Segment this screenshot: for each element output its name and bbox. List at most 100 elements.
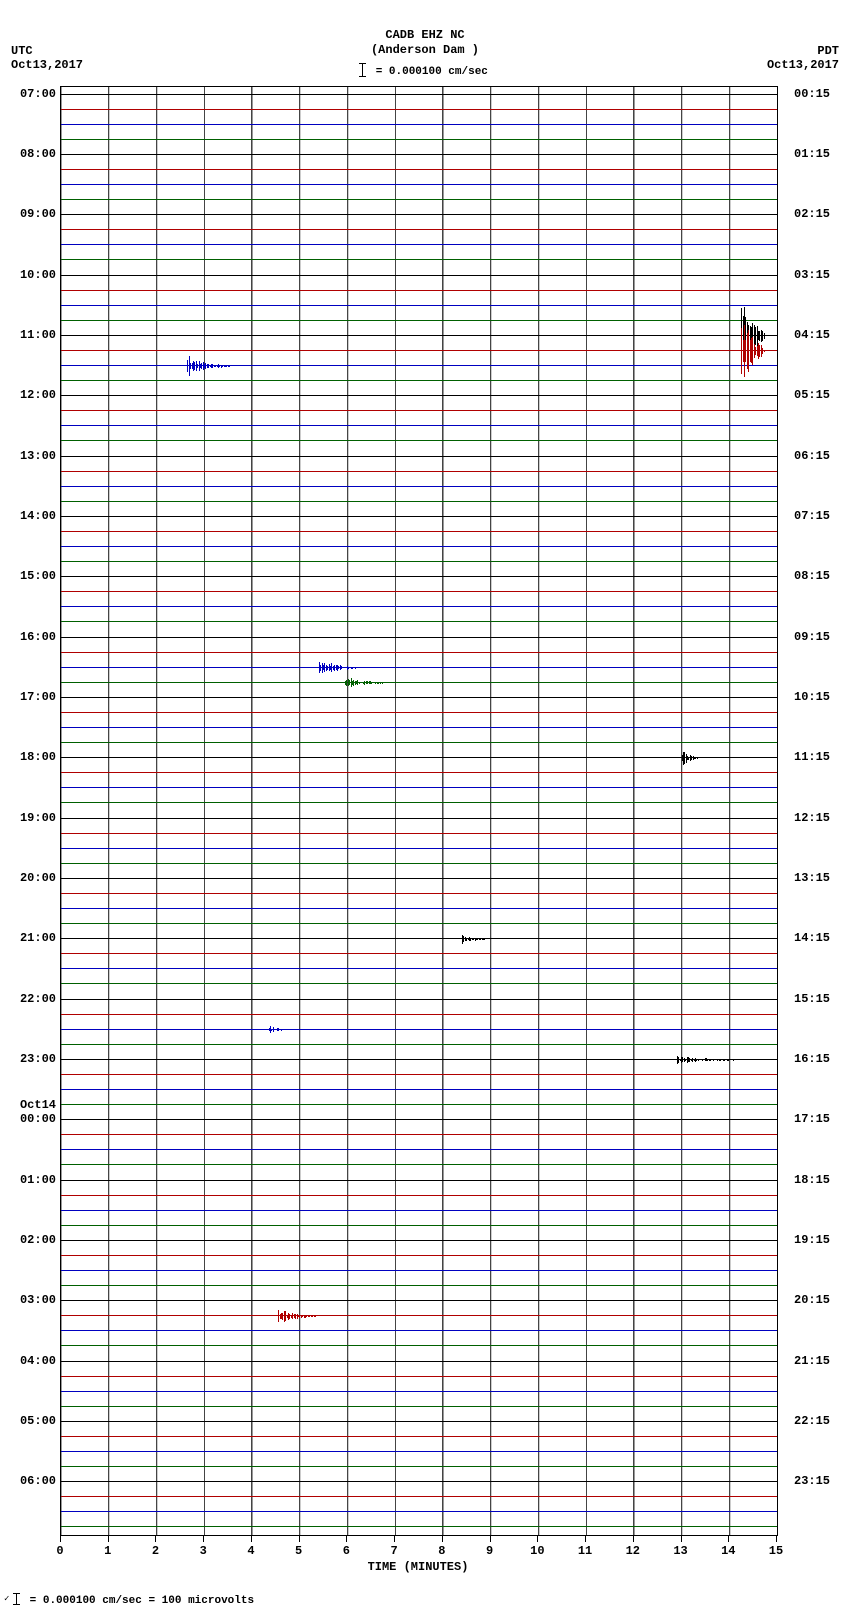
- utc-hour-label: 12:00: [0, 388, 56, 402]
- station-code: CADB EHZ NC: [0, 28, 850, 43]
- seismic-trace: [60, 863, 778, 866]
- footer-scale: ✓ = 0.000100 cm/sec = 100 microvolts: [4, 1594, 254, 1607]
- x-tick: [394, 1536, 395, 1542]
- pdt-hour-label: 00:15: [794, 87, 850, 101]
- utc-hour-label: 15:00: [0, 569, 56, 583]
- seismic-trace: [60, 1089, 778, 1092]
- seismic-trace: [60, 1044, 778, 1047]
- pdt-hour-label: 06:15: [794, 449, 850, 463]
- x-tick: [681, 1536, 682, 1542]
- seismic-trace: [60, 923, 778, 926]
- seismic-trace: [60, 531, 778, 534]
- tz-left: UTC Oct13,2017: [11, 44, 83, 72]
- scale-bar-icon: [362, 63, 363, 77]
- seismic-trace: [60, 1014, 778, 1017]
- pdt-hour-label: 11:15: [794, 750, 850, 764]
- x-tick-label: 14: [721, 1544, 735, 1558]
- utc-hour-label: 07:00: [0, 87, 56, 101]
- seismic-trace: [60, 94, 778, 97]
- scale-bar-icon: [16, 1593, 17, 1605]
- x-tick-label: 2: [152, 1544, 159, 1558]
- amplitude-scale-text: = 0.000100 cm/sec: [376, 66, 488, 78]
- x-tick-label: 12: [626, 1544, 640, 1558]
- x-tick-label: 13: [673, 1544, 687, 1558]
- pdt-hour-label: 10:15: [794, 690, 850, 704]
- seismic-trace: [60, 395, 778, 398]
- seismic-trace: [60, 244, 778, 247]
- pdt-hour-label: 05:15: [794, 388, 850, 402]
- seismic-trace: [60, 1074, 778, 1077]
- seismic-trace: [60, 818, 778, 821]
- seismic-trace: [60, 999, 778, 1002]
- seismic-trace: [60, 1300, 778, 1303]
- seismic-trace: [60, 908, 778, 911]
- seismic-trace: [60, 893, 778, 896]
- seismic-trace: [60, 109, 778, 112]
- seismic-trace: [60, 440, 778, 443]
- pdt-hour-label: 22:15: [794, 1414, 850, 1428]
- station-name: (Anderson Dam ): [0, 43, 850, 58]
- seismic-trace: [60, 1180, 778, 1183]
- pdt-hour-label: 19:15: [794, 1233, 850, 1247]
- utc-hour-label: 01:00: [0, 1173, 56, 1187]
- utc-hour-label: 21:00: [0, 931, 56, 945]
- utc-hour-label: 20:00: [0, 871, 56, 885]
- utc-hour-label: 05:00: [0, 1414, 56, 1428]
- seismic-trace: [60, 697, 778, 700]
- x-tick: [108, 1536, 109, 1542]
- x-tick-label: 10: [530, 1544, 544, 1558]
- utc-hour-label: 17:00: [0, 690, 56, 704]
- seismic-trace: [60, 169, 778, 172]
- tz-right: PDT Oct13,2017: [767, 44, 839, 72]
- x-tick: [251, 1536, 252, 1542]
- x-tick: [776, 1536, 777, 1542]
- seismic-trace: [60, 1164, 778, 1167]
- seismic-trace: [60, 727, 778, 730]
- utc-hour-label: 18:00: [0, 750, 56, 764]
- utc-hour-label: 08:00: [0, 147, 56, 161]
- seismic-trace: [60, 124, 778, 127]
- x-tick-label: 1: [104, 1544, 111, 1558]
- seismic-trace: [60, 305, 778, 308]
- seismic-trace: [60, 802, 778, 805]
- pdt-hour-label: 18:15: [794, 1173, 850, 1187]
- seismic-trace: [60, 546, 778, 549]
- pdt-hour-label: 14:15: [794, 931, 850, 945]
- seismic-trace: [60, 486, 778, 489]
- utc-hour-label: 11:00: [0, 328, 56, 342]
- x-tick: [203, 1536, 204, 1542]
- seismic-trace: [60, 1240, 778, 1243]
- seismic-trace: [60, 1315, 778, 1318]
- seismic-trace: [60, 606, 778, 609]
- helicorder-plot: [60, 86, 778, 1536]
- seismic-trace: [60, 154, 778, 157]
- seismic-trace: [60, 652, 778, 655]
- x-tick-label: 3: [200, 1544, 207, 1558]
- seismic-trace: [60, 1526, 778, 1529]
- x-tick-label: 6: [343, 1544, 350, 1558]
- pdt-hour-label: 16:15: [794, 1052, 850, 1066]
- seismic-trace: [60, 1391, 778, 1394]
- x-tick: [346, 1536, 347, 1542]
- date-right-label: Oct13,2017: [767, 58, 839, 72]
- seismic-trace: [60, 1421, 778, 1424]
- seismic-trace: [60, 1361, 778, 1364]
- seismic-trace: [60, 471, 778, 474]
- pdt-hour-label: 20:15: [794, 1293, 850, 1307]
- utc-hour-label: 23:00: [0, 1052, 56, 1066]
- seismic-trace: [60, 848, 778, 851]
- pdt-hour-label: 04:15: [794, 328, 850, 342]
- seismic-trace: [60, 1436, 778, 1439]
- x-tick: [155, 1536, 156, 1542]
- x-tick: [633, 1536, 634, 1542]
- seismic-trace: [60, 1255, 778, 1258]
- seismic-trace: [60, 742, 778, 745]
- seismic-trace: [60, 1270, 778, 1273]
- seismic-trace: [60, 1059, 778, 1062]
- seismic-trace: [60, 290, 778, 293]
- seismic-trace: [60, 199, 778, 202]
- seismic-trace: [60, 1345, 778, 1348]
- helicorder-figure: CADB EHZ NC (Anderson Dam ) = 0.000100 c…: [0, 0, 850, 1613]
- seismic-trace: [60, 1330, 778, 1333]
- amplitude-scale: = 0.000100 cm/sec: [0, 64, 850, 78]
